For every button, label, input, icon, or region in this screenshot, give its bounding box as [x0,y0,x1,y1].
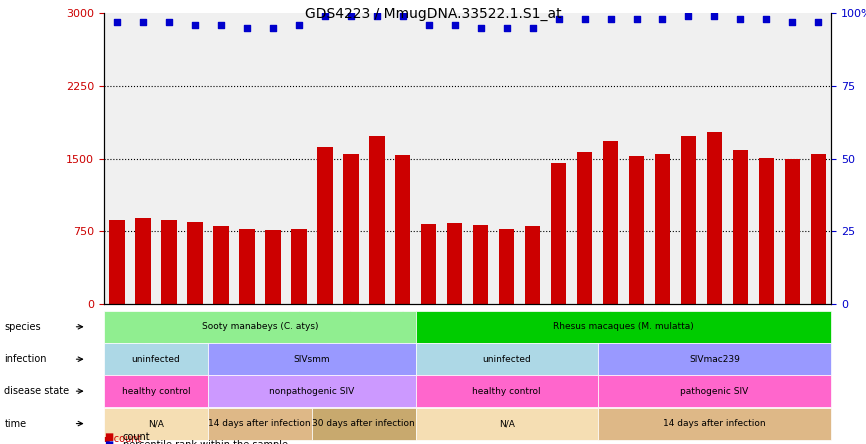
Text: disease state: disease state [4,386,69,396]
Text: species: species [4,322,41,332]
Bar [733,150,748,304]
Bar [395,155,410,304]
Point [396,13,410,20]
Bar [811,154,826,304]
Text: GDS4223 / MmugDNA.33522.1.S1_at: GDS4223 / MmugDNA.33522.1.S1_at [305,7,561,21]
Bar [525,226,540,304]
Point [526,24,540,32]
Bar [759,158,774,304]
Text: SIVsmm: SIVsmm [294,355,330,364]
Bar [161,220,177,304]
Point [292,21,306,28]
Bar [239,230,255,304]
Bar [135,218,151,304]
Point [214,21,228,28]
Bar [187,222,203,304]
Bar [655,154,670,304]
Text: infection: infection [4,354,47,364]
Bar [213,226,229,304]
Bar [317,147,333,304]
Bar [785,159,800,304]
Text: 30 days after infection: 30 days after infection [313,419,415,428]
Point [318,13,332,20]
Point [552,16,565,23]
Bar [109,220,125,304]
Point [448,21,462,28]
Bar [499,229,514,304]
Point [682,13,695,20]
Point [344,13,358,20]
Text: healthy control: healthy control [121,387,191,396]
Bar [603,141,618,304]
Text: ▪ count: ▪ count [104,433,141,444]
Bar [343,154,359,304]
Point [578,16,591,23]
Text: Sooty manabeys (C. atys): Sooty manabeys (C. atys) [202,322,318,331]
Text: healthy control: healthy control [472,387,541,396]
Bar [369,136,385,304]
Point [240,24,254,32]
Bar [473,225,488,304]
Bar [707,131,722,304]
Text: N/A: N/A [499,419,514,428]
Point [785,19,799,26]
Text: 14 days after infection: 14 days after infection [209,419,311,428]
Text: ■: ■ [104,440,113,444]
Text: pathogenic SIV: pathogenic SIV [681,387,748,396]
Text: nonpathogenic SIV: nonpathogenic SIV [269,387,354,396]
Point [604,16,617,23]
Point [734,16,747,23]
Bar [265,230,281,304]
Point [422,21,436,28]
Text: Rhesus macaques (M. mulatta): Rhesus macaques (M. mulatta) [553,322,694,331]
Bar [291,229,307,304]
Text: 14 days after infection: 14 days after infection [663,419,766,428]
Bar [551,163,566,304]
Point [188,21,202,28]
Point [370,13,384,20]
Point [759,16,773,23]
Point [162,19,176,26]
Point [500,24,514,32]
Bar [447,223,462,304]
Point [708,13,721,20]
Text: count: count [123,432,151,442]
Bar [681,136,696,304]
Point [474,24,488,32]
Bar [577,152,592,304]
Point [656,16,669,23]
Text: SIVmac239: SIVmac239 [689,355,740,364]
Point [136,19,150,26]
Text: ■: ■ [104,432,113,442]
Text: uninfected: uninfected [132,355,180,364]
Text: time: time [4,419,27,428]
Point [811,19,825,26]
Text: N/A: N/A [148,419,164,428]
Text: uninfected: uninfected [482,355,531,364]
Text: percentile rank within the sample: percentile rank within the sample [123,440,288,444]
Bar [421,224,436,304]
Bar [629,156,644,304]
Point [110,19,124,26]
Point [630,16,643,23]
Point [266,24,280,32]
